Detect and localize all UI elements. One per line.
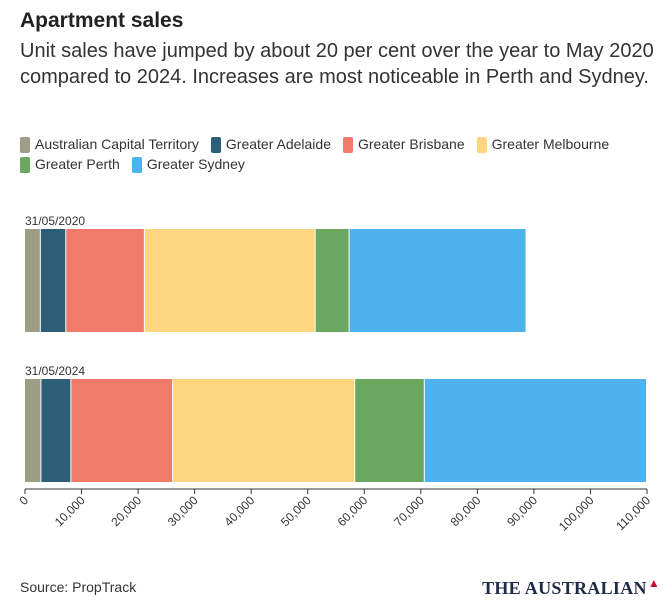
bar-segment <box>40 229 66 332</box>
legend-swatch <box>131 156 142 173</box>
legend-swatch <box>20 136 30 153</box>
legend-swatch <box>476 136 487 153</box>
x-tick-label: 50,000 <box>278 493 314 529</box>
legend-item: Greater Sydney <box>131 156 245 173</box>
category-label: 31/05/2020 <box>25 214 85 228</box>
x-tick-label: 40,000 <box>221 493 257 529</box>
legend-label: Greater Brisbane <box>358 136 465 152</box>
x-tick-label: 0 <box>16 493 31 508</box>
x-tick-label: 10,000 <box>52 493 88 529</box>
source-note: Source: PropTrack <box>20 579 137 595</box>
bar-segment <box>41 379 71 482</box>
brand-text: THE AUSTRALIAN <box>482 578 647 598</box>
brand-mark-icon: ▲ <box>647 576 660 590</box>
x-tick-label: 80,000 <box>448 493 484 529</box>
chart-subtitle: Unit sales have jumped by about 20 per c… <box>20 40 654 88</box>
legend-swatch <box>210 136 221 153</box>
legend-label: Australian Capital Territory <box>35 136 199 152</box>
bar-segment <box>424 379 646 482</box>
legend-swatch <box>20 156 30 173</box>
bar-segment <box>173 379 355 482</box>
x-tick-label: 30,000 <box>165 493 201 529</box>
bar-segment <box>71 379 173 482</box>
bar-segment <box>355 379 424 482</box>
bar-segment <box>25 229 40 332</box>
legend-item: Greater Adelaide <box>210 136 331 153</box>
category-label: 31/05/2024 <box>25 364 85 378</box>
x-tick-label: 70,000 <box>391 493 427 529</box>
legend-label: Greater Sydney <box>146 156 245 172</box>
x-tick-label: 100,000 <box>556 493 597 534</box>
legend-item: Greater Brisbane <box>343 136 465 153</box>
legend-label: Greater Melbourne <box>491 136 610 152</box>
bar-segment <box>25 379 41 482</box>
stacked-bar-chart: 31/05/2020 31/05/2024 0 10,000 20,000 30,000 4… <box>16 214 653 534</box>
x-tick-label: 20,000 <box>108 493 144 529</box>
bar-segment <box>315 229 349 332</box>
legend-item: Greater Melbourne <box>476 136 610 153</box>
legend-item: Australian Capital Territory <box>20 136 199 153</box>
legend: Australian Capital Territory Greater Adel… <box>20 136 660 173</box>
x-tick-label: 110,000 <box>613 493 653 533</box>
x-tick-label: 90,000 <box>504 493 540 529</box>
legend-swatch <box>343 136 353 153</box>
bar-segment <box>349 229 526 332</box>
chart-title: Apartment sales <box>20 9 184 32</box>
bar-segment <box>66 229 144 332</box>
brand-logo: THE AUSTRALIAN▲ <box>482 576 660 599</box>
legend-label: Greater Adelaide <box>225 136 331 152</box>
legend-item: Greater Perth <box>20 156 120 173</box>
bar-segment <box>144 229 315 332</box>
legend-label: Greater Perth <box>35 156 120 172</box>
x-tick-label: 60,000 <box>335 493 371 529</box>
